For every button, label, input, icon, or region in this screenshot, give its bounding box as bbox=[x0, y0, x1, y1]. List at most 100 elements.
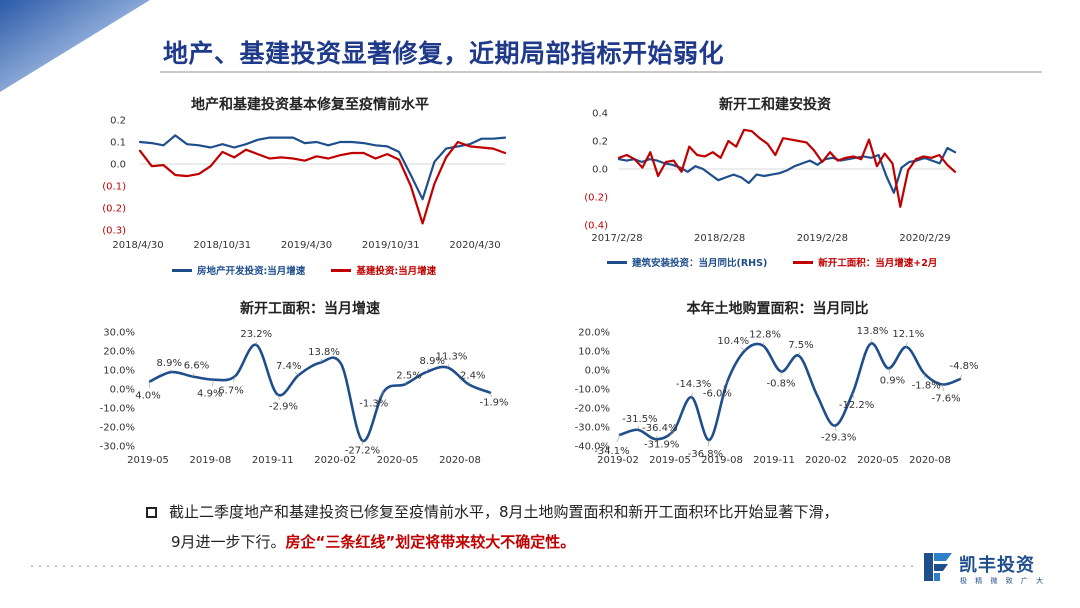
commentary-line-2: 9月进一步下行。房企“三条红线”划定将带来较大不确定性。 bbox=[146, 527, 986, 557]
commentary: 截止二季度地产和基建投资已修复至疫情前水平，8月土地购置面积和新开工面积环比开始… bbox=[146, 497, 986, 557]
data-label-leader bbox=[404, 381, 407, 385]
chart-title: 地产和基建投资基本修复至疫情前水平 bbox=[191, 97, 429, 113]
y-tick-label: -10.0% bbox=[575, 385, 610, 396]
y-tick-label: -20.0% bbox=[575, 404, 610, 415]
data-label-leader bbox=[852, 393, 855, 399]
data-label: -1.8% bbox=[912, 380, 941, 391]
data-label: 11.3% bbox=[436, 352, 468, 363]
commentary-text-2: 9月进一步下行。 bbox=[171, 533, 286, 551]
y-tick-label: -40.0% bbox=[575, 442, 610, 453]
chart-investment-recovery: 地产和基建投资基本修复至疫情前水平 0.2 0.1 0.0 (0.1) (0.2) (0.… bbox=[100, 88, 520, 283]
chart-plot: 0.2 0.1 0.0 (0.1) (0.2) (0.3) 2018/4/30 2018/10… bbox=[102, 116, 507, 251]
chart-legend: 房地产开发投资:当月增速 基建投资:当月增速 bbox=[172, 263, 436, 277]
x-tick-label: 2019-02 bbox=[597, 455, 639, 466]
series-line bbox=[617, 146, 957, 194]
y-tick-label: 0.1 bbox=[110, 138, 126, 149]
y-tick-label: 30.0% bbox=[103, 328, 135, 339]
chart-plot: 30.0% 20.0% 10.0% 0.0% -10.0% -20.0% -30.0% 201… bbox=[100, 328, 509, 467]
chart-land-purchase: 本年土地购置面积：当月同比 20.0% 10.0% 0.0% -10.0% -20.0%… bbox=[565, 290, 990, 475]
data-label: -2.9% bbox=[269, 402, 298, 413]
data-label-leader bbox=[740, 347, 746, 351]
data-label-leader bbox=[468, 381, 471, 385]
chart-new-starts-area: 新开工面积：当月增速 30.0% 20.0% 10.0% 0.0% -10.0% -20.… bbox=[95, 290, 525, 475]
data-label: -29.3% bbox=[821, 433, 856, 444]
x-tick-label: 2019/4/30 bbox=[281, 240, 332, 251]
y-tick-label: 20.0% bbox=[103, 347, 135, 358]
data-label: -36.4% bbox=[642, 423, 677, 434]
legend-label: 新开工面积：当月增速+2月 bbox=[818, 258, 938, 269]
data-label: -14.3% bbox=[676, 379, 711, 390]
legend-swatch bbox=[172, 268, 192, 272]
y-tick-label: 0.0 bbox=[592, 165, 608, 176]
bullet-square-icon bbox=[146, 507, 157, 518]
legend-swatch bbox=[793, 260, 814, 264]
y-tick-label: 0.0% bbox=[585, 366, 610, 377]
x-tick-label: 2020-02 bbox=[805, 455, 847, 466]
data-label-leader bbox=[834, 425, 837, 432]
x-tick-label: 2019-08 bbox=[190, 455, 232, 466]
data-label-leader bbox=[691, 392, 693, 398]
title-divider bbox=[160, 71, 1042, 73]
y-tick-label: (0.3) bbox=[102, 226, 126, 237]
data-label-leader bbox=[616, 434, 621, 443]
data-label: -7.6% bbox=[932, 393, 961, 404]
corner-decoration bbox=[0, 0, 150, 92]
data-label: -12.2% bbox=[839, 400, 874, 411]
x-tick-label: 2018/10/31 bbox=[193, 240, 251, 251]
series-line bbox=[148, 343, 492, 443]
x-tick-label: 2020-02 bbox=[314, 455, 356, 466]
x-tick-label: 2019-08 bbox=[701, 455, 743, 466]
y-tick-label: 0.2 bbox=[592, 137, 608, 148]
data-label-leader bbox=[762, 342, 765, 346]
y-tick-label: 0.0% bbox=[110, 385, 135, 396]
data-label-leader bbox=[211, 379, 215, 387]
chart-title: 本年土地购置面积：当月同比 bbox=[686, 301, 869, 317]
footer-dotted-divider bbox=[28, 565, 918, 567]
legend-item: 建筑安装投资：当月同比(RHS) bbox=[607, 255, 767, 269]
legend-swatch bbox=[607, 260, 627, 264]
data-label-leader bbox=[447, 363, 450, 368]
x-tick-label: 2019-05 bbox=[649, 455, 691, 466]
y-tick-label: 0.2 bbox=[110, 116, 126, 127]
x-tick-label: 2020-08 bbox=[439, 455, 481, 466]
data-label: 13.8% bbox=[308, 347, 340, 358]
x-tick-label: 2019-11 bbox=[753, 455, 795, 466]
data-label-leader bbox=[426, 368, 429, 373]
data-label: 8.9% bbox=[420, 356, 445, 367]
data-label: 2.4% bbox=[460, 370, 485, 381]
x-tick-label: 2018/4/30 bbox=[112, 240, 163, 251]
x-tick-label: 2019/10/31 bbox=[362, 240, 420, 251]
data-label: 12.8% bbox=[749, 330, 781, 341]
data-label: 0.9% bbox=[880, 375, 905, 386]
commentary-text-1: 截止二季度地产和基建投资已修复至疫情前水平，8月土地购置面积和新开工面积环比开始… bbox=[169, 503, 839, 521]
x-tick-label: 2020/4/30 bbox=[449, 240, 500, 251]
data-label: 8.9% bbox=[157, 358, 182, 369]
data-label-leader bbox=[923, 373, 926, 379]
chart-plot: 20.0% 10.0% 0.0% -10.0% -20.0% -30.0% -40.0% 20… bbox=[575, 326, 979, 466]
data-label: -27.2% bbox=[345, 446, 380, 457]
data-label-leader bbox=[379, 391, 384, 398]
slide-title: 地产、基建投资显著修复，近期局部指标开始弱化 bbox=[163, 39, 725, 68]
y-tick-label: (0.2) bbox=[102, 204, 126, 215]
chart-new-starts-construction: 新开工和建安投资 0.4 0.2 0.0 (0.2) (0.4) 2017/2/28 201… bbox=[575, 88, 975, 283]
data-label-leader bbox=[277, 394, 281, 401]
legend-swatch bbox=[331, 268, 352, 272]
chart-legend: 建筑安装投资：当月同比(RHS) 新开工面积：当月增速+2月 bbox=[607, 255, 937, 269]
y-tick-label: -10.0% bbox=[100, 404, 135, 415]
data-label-leader bbox=[707, 439, 710, 447]
y-tick-label: -30.0% bbox=[575, 423, 610, 434]
y-tick-label: (0.4) bbox=[584, 221, 608, 232]
data-label: 10.4% bbox=[717, 336, 749, 347]
legend-item: 房地产开发投资:当月增速 bbox=[172, 263, 305, 277]
series-line bbox=[618, 342, 962, 442]
x-tick-label: 2020-05 bbox=[377, 455, 419, 466]
data-label-leader bbox=[655, 435, 658, 440]
data-label: -31.9% bbox=[644, 440, 679, 451]
data-label-leader bbox=[233, 376, 236, 383]
data-label: 6.7% bbox=[218, 385, 243, 396]
series-line bbox=[138, 134, 507, 201]
data-label: -31.5% bbox=[622, 414, 657, 425]
data-label: -0.8% bbox=[767, 379, 796, 390]
x-tick-label: 2020-05 bbox=[857, 455, 899, 466]
x-tick-label: 2019-05 bbox=[127, 455, 169, 466]
